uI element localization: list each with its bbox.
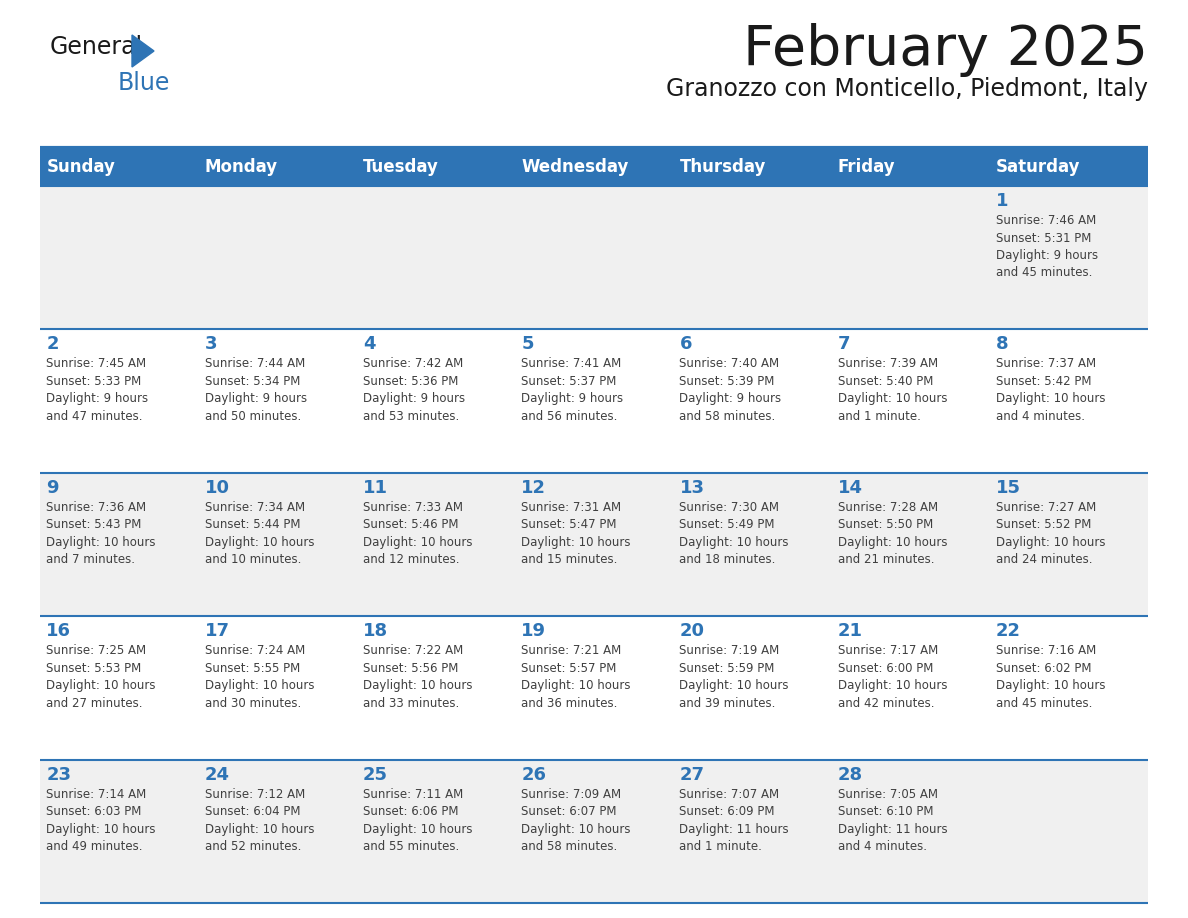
Text: 11: 11 — [362, 479, 388, 497]
Text: Sunrise: 7:19 AM
Sunset: 5:59 PM
Daylight: 10 hours
and 39 minutes.: Sunrise: 7:19 AM Sunset: 5:59 PM Dayligh… — [680, 644, 789, 710]
Text: Sunday: Sunday — [46, 158, 115, 176]
Text: Sunrise: 7:46 AM
Sunset: 5:31 PM
Daylight: 9 hours
and 45 minutes.: Sunrise: 7:46 AM Sunset: 5:31 PM Dayligh… — [996, 214, 1098, 279]
Text: 26: 26 — [522, 766, 546, 784]
Text: 18: 18 — [362, 622, 388, 640]
Text: 12: 12 — [522, 479, 546, 497]
Text: 5: 5 — [522, 335, 533, 353]
Text: February 2025: February 2025 — [742, 23, 1148, 77]
Text: 1: 1 — [996, 192, 1009, 210]
Text: Sunrise: 7:12 AM
Sunset: 6:04 PM
Daylight: 10 hours
and 52 minutes.: Sunrise: 7:12 AM Sunset: 6:04 PM Dayligh… — [204, 788, 314, 853]
Text: 8: 8 — [996, 335, 1009, 353]
Text: 23: 23 — [46, 766, 71, 784]
Text: Sunrise: 7:14 AM
Sunset: 6:03 PM
Daylight: 10 hours
and 49 minutes.: Sunrise: 7:14 AM Sunset: 6:03 PM Dayligh… — [46, 788, 156, 853]
Text: Tuesday: Tuesday — [362, 158, 438, 176]
Text: 19: 19 — [522, 622, 546, 640]
Text: Sunrise: 7:37 AM
Sunset: 5:42 PM
Daylight: 10 hours
and 4 minutes.: Sunrise: 7:37 AM Sunset: 5:42 PM Dayligh… — [996, 357, 1106, 423]
Text: 6: 6 — [680, 335, 691, 353]
Text: Sunrise: 7:44 AM
Sunset: 5:34 PM
Daylight: 9 hours
and 50 minutes.: Sunrise: 7:44 AM Sunset: 5:34 PM Dayligh… — [204, 357, 307, 423]
Text: Sunrise: 7:22 AM
Sunset: 5:56 PM
Daylight: 10 hours
and 33 minutes.: Sunrise: 7:22 AM Sunset: 5:56 PM Dayligh… — [362, 644, 473, 710]
Text: Sunrise: 7:36 AM
Sunset: 5:43 PM
Daylight: 10 hours
and 7 minutes.: Sunrise: 7:36 AM Sunset: 5:43 PM Dayligh… — [46, 501, 156, 566]
Text: Sunrise: 7:33 AM
Sunset: 5:46 PM
Daylight: 10 hours
and 12 minutes.: Sunrise: 7:33 AM Sunset: 5:46 PM Dayligh… — [362, 501, 473, 566]
Text: Sunrise: 7:40 AM
Sunset: 5:39 PM
Daylight: 9 hours
and 58 minutes.: Sunrise: 7:40 AM Sunset: 5:39 PM Dayligh… — [680, 357, 782, 423]
Text: 3: 3 — [204, 335, 217, 353]
Text: 9: 9 — [46, 479, 59, 497]
Text: 10: 10 — [204, 479, 229, 497]
Text: 28: 28 — [838, 766, 862, 784]
Text: 22: 22 — [996, 622, 1020, 640]
Text: Sunrise: 7:28 AM
Sunset: 5:50 PM
Daylight: 10 hours
and 21 minutes.: Sunrise: 7:28 AM Sunset: 5:50 PM Dayligh… — [838, 501, 947, 566]
Text: Sunrise: 7:07 AM
Sunset: 6:09 PM
Daylight: 11 hours
and 1 minute.: Sunrise: 7:07 AM Sunset: 6:09 PM Dayligh… — [680, 788, 789, 853]
Text: Monday: Monday — [204, 158, 278, 176]
Text: 14: 14 — [838, 479, 862, 497]
Text: Sunrise: 7:41 AM
Sunset: 5:37 PM
Daylight: 9 hours
and 56 minutes.: Sunrise: 7:41 AM Sunset: 5:37 PM Dayligh… — [522, 357, 624, 423]
Text: Sunrise: 7:31 AM
Sunset: 5:47 PM
Daylight: 10 hours
and 15 minutes.: Sunrise: 7:31 AM Sunset: 5:47 PM Dayligh… — [522, 501, 631, 566]
Text: Thursday: Thursday — [680, 158, 766, 176]
Text: Saturday: Saturday — [996, 158, 1081, 176]
Text: 27: 27 — [680, 766, 704, 784]
Text: Sunrise: 7:27 AM
Sunset: 5:52 PM
Daylight: 10 hours
and 24 minutes.: Sunrise: 7:27 AM Sunset: 5:52 PM Dayligh… — [996, 501, 1106, 566]
Text: 16: 16 — [46, 622, 71, 640]
Text: 4: 4 — [362, 335, 375, 353]
Text: Sunrise: 7:09 AM
Sunset: 6:07 PM
Daylight: 10 hours
and 58 minutes.: Sunrise: 7:09 AM Sunset: 6:07 PM Dayligh… — [522, 788, 631, 853]
Text: Wednesday: Wednesday — [522, 158, 628, 176]
Text: 25: 25 — [362, 766, 388, 784]
Bar — [40, 473, 1148, 616]
Text: 24: 24 — [204, 766, 229, 784]
Text: Friday: Friday — [838, 158, 896, 176]
Text: Sunrise: 7:25 AM
Sunset: 5:53 PM
Daylight: 10 hours
and 27 minutes.: Sunrise: 7:25 AM Sunset: 5:53 PM Dayligh… — [46, 644, 156, 710]
Text: Sunrise: 7:21 AM
Sunset: 5:57 PM
Daylight: 10 hours
and 36 minutes.: Sunrise: 7:21 AM Sunset: 5:57 PM Dayligh… — [522, 644, 631, 710]
Text: 2: 2 — [46, 335, 59, 353]
Text: 15: 15 — [996, 479, 1020, 497]
Text: 7: 7 — [838, 335, 851, 353]
Text: 17: 17 — [204, 622, 229, 640]
Bar — [40, 616, 1148, 759]
Bar — [40, 759, 1148, 903]
Bar — [40, 330, 1148, 473]
Text: 20: 20 — [680, 622, 704, 640]
Text: Sunrise: 7:42 AM
Sunset: 5:36 PM
Daylight: 9 hours
and 53 minutes.: Sunrise: 7:42 AM Sunset: 5:36 PM Dayligh… — [362, 357, 465, 423]
Text: Sunrise: 7:45 AM
Sunset: 5:33 PM
Daylight: 9 hours
and 47 minutes.: Sunrise: 7:45 AM Sunset: 5:33 PM Dayligh… — [46, 357, 148, 423]
Text: Granozzo con Monticello, Piedmont, Italy: Granozzo con Monticello, Piedmont, Italy — [666, 77, 1148, 101]
Text: General: General — [50, 35, 143, 59]
Bar — [40, 186, 1148, 330]
Bar — [40, 148, 1148, 186]
Text: Blue: Blue — [118, 71, 170, 95]
Text: Sunrise: 7:17 AM
Sunset: 6:00 PM
Daylight: 10 hours
and 42 minutes.: Sunrise: 7:17 AM Sunset: 6:00 PM Dayligh… — [838, 644, 947, 710]
Text: Sunrise: 7:11 AM
Sunset: 6:06 PM
Daylight: 10 hours
and 55 minutes.: Sunrise: 7:11 AM Sunset: 6:06 PM Dayligh… — [362, 788, 473, 853]
Text: Sunrise: 7:05 AM
Sunset: 6:10 PM
Daylight: 11 hours
and 4 minutes.: Sunrise: 7:05 AM Sunset: 6:10 PM Dayligh… — [838, 788, 947, 853]
Text: Sunrise: 7:39 AM
Sunset: 5:40 PM
Daylight: 10 hours
and 1 minute.: Sunrise: 7:39 AM Sunset: 5:40 PM Dayligh… — [838, 357, 947, 423]
Text: Sunrise: 7:30 AM
Sunset: 5:49 PM
Daylight: 10 hours
and 18 minutes.: Sunrise: 7:30 AM Sunset: 5:49 PM Dayligh… — [680, 501, 789, 566]
Text: 21: 21 — [838, 622, 862, 640]
Polygon shape — [132, 35, 154, 67]
Text: Sunrise: 7:24 AM
Sunset: 5:55 PM
Daylight: 10 hours
and 30 minutes.: Sunrise: 7:24 AM Sunset: 5:55 PM Dayligh… — [204, 644, 314, 710]
Text: Sunrise: 7:34 AM
Sunset: 5:44 PM
Daylight: 10 hours
and 10 minutes.: Sunrise: 7:34 AM Sunset: 5:44 PM Dayligh… — [204, 501, 314, 566]
Text: Sunrise: 7:16 AM
Sunset: 6:02 PM
Daylight: 10 hours
and 45 minutes.: Sunrise: 7:16 AM Sunset: 6:02 PM Dayligh… — [996, 644, 1106, 710]
Text: 13: 13 — [680, 479, 704, 497]
